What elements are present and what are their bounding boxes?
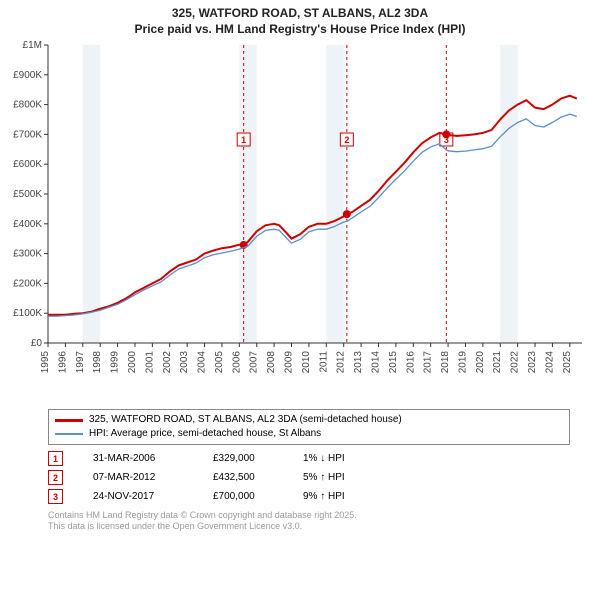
svg-text:1995: 1995 [40, 351, 51, 374]
svg-text:£700K: £700K [13, 130, 42, 141]
svg-text:2010: 2010 [301, 351, 312, 374]
svg-text:2023: 2023 [527, 351, 538, 374]
attribution-line: Contains HM Land Registry data © Crown c… [48, 510, 538, 521]
svg-text:2000: 2000 [127, 351, 138, 374]
svg-text:2006: 2006 [231, 351, 242, 374]
svg-text:2018: 2018 [440, 351, 451, 374]
title-line-2: Price paid vs. HM Land Registry's House … [10, 22, 590, 38]
svg-text:2002: 2002 [162, 351, 173, 374]
sales-table: 1 31-MAR-2006 £329,000 1% ↓ HPI 2 07-MAR… [48, 449, 570, 506]
svg-text:2012: 2012 [336, 351, 347, 374]
legend: 325, WATFORD ROAD, ST ALBANS, AL2 3DA (s… [48, 409, 570, 445]
svg-text:£1M: £1M [23, 41, 42, 51]
sale-marker: 2 [48, 470, 63, 485]
svg-text:£100K: £100K [13, 308, 42, 319]
svg-text:2015: 2015 [388, 351, 399, 374]
sale-hpi: 9% ↑ HPI [303, 491, 413, 502]
svg-text:2014: 2014 [370, 351, 381, 374]
svg-text:£400K: £400K [13, 219, 42, 230]
svg-text:2009: 2009 [284, 351, 295, 374]
svg-text:2003: 2003 [179, 351, 190, 374]
svg-text:2001: 2001 [144, 351, 155, 374]
sale-price: £700,000 [213, 491, 303, 502]
sale-date: 31-MAR-2006 [93, 453, 213, 464]
svg-text:2024: 2024 [544, 351, 555, 374]
svg-text:1: 1 [241, 135, 246, 145]
sale-hpi: 5% ↑ HPI [303, 472, 413, 483]
legend-label: 325, WATFORD ROAD, ST ALBANS, AL2 3DA (s… [89, 413, 402, 427]
sale-hpi: 1% ↓ HPI [303, 453, 413, 464]
svg-text:2011: 2011 [318, 351, 329, 373]
sale-row: 2 07-MAR-2012 £432,500 5% ↑ HPI [48, 468, 570, 487]
svg-text:2013: 2013 [353, 351, 364, 374]
svg-text:2021: 2021 [492, 351, 503, 374]
attribution: Contains HM Land Registry data © Crown c… [48, 510, 538, 532]
svg-text:£500K: £500K [13, 189, 42, 200]
svg-text:2022: 2022 [510, 351, 521, 374]
svg-text:2020: 2020 [475, 351, 486, 374]
sale-price: £432,500 [213, 472, 303, 483]
svg-text:2017: 2017 [423, 351, 434, 374]
sale-row: 3 24-NOV-2017 £700,000 9% ↑ HPI [48, 487, 570, 506]
svg-text:1999: 1999 [110, 351, 121, 374]
sale-date: 24-NOV-2017 [93, 491, 213, 502]
svg-text:£900K: £900K [13, 70, 42, 81]
sale-date: 07-MAR-2012 [93, 472, 213, 483]
svg-text:1996: 1996 [57, 351, 68, 374]
sale-price: £329,000 [213, 453, 303, 464]
svg-text:1997: 1997 [75, 351, 86, 374]
svg-text:2025: 2025 [562, 351, 573, 374]
price-chart: £0 £100K £200K £300K £400K £500K £600K £700K £80… [0, 41, 600, 403]
legend-item: 325, WATFORD ROAD, ST ALBANS, AL2 3DA (s… [55, 413, 563, 427]
attribution-line: This data is licensed under the Open Gov… [48, 521, 538, 532]
svg-text:£200K: £200K [13, 279, 42, 290]
legend-label: HPI: Average price, semi-detached house,… [89, 427, 321, 441]
svg-text:2007: 2007 [249, 351, 260, 374]
svg-text:£300K: £300K [13, 249, 42, 260]
sale-marker: 1 [48, 451, 63, 466]
sale-row: 1 31-MAR-2006 £329,000 1% ↓ HPI [48, 449, 570, 468]
svg-text:2: 2 [344, 135, 349, 145]
legend-item: HPI: Average price, semi-detached house,… [55, 427, 563, 441]
svg-text:£600K: £600K [13, 159, 42, 170]
svg-text:2008: 2008 [266, 351, 277, 374]
sale-marker: 3 [48, 489, 63, 504]
svg-text:2019: 2019 [457, 351, 468, 374]
svg-text:2016: 2016 [405, 351, 416, 374]
title-line-1: 325, WATFORD ROAD, ST ALBANS, AL2 3DA [10, 6, 590, 22]
svg-text:2005: 2005 [214, 351, 225, 374]
svg-text:£0: £0 [31, 338, 43, 349]
svg-text:2004: 2004 [197, 351, 208, 374]
svg-text:£800K: £800K [13, 100, 42, 111]
svg-text:1998: 1998 [92, 351, 103, 374]
